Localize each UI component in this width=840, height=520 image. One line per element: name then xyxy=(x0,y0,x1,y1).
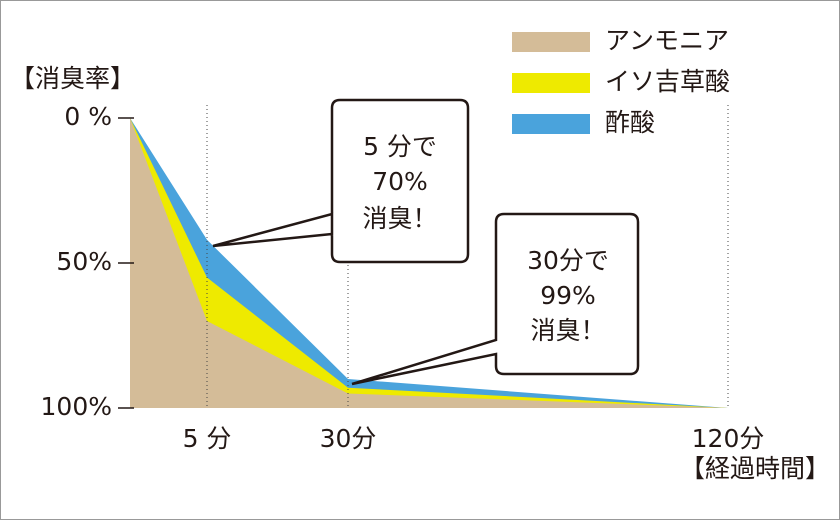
legend-label: アンモニア xyxy=(605,26,729,55)
x-tick-label: 5 分 xyxy=(183,424,232,453)
x-tick-label: 120分 xyxy=(692,424,765,453)
legend-swatch xyxy=(512,73,590,93)
legend-label: イソ吉草酸 xyxy=(605,67,730,96)
legend-swatch xyxy=(512,32,590,52)
callout-box xyxy=(351,212,640,386)
area xyxy=(130,118,728,408)
x-axis-label: 【経過時間】 xyxy=(680,454,830,483)
y-tick-label: 50% xyxy=(56,247,112,276)
callout-box xyxy=(212,98,470,264)
legend-label: 酢酸 xyxy=(605,108,655,137)
y-axis-label: 【消臭率】 xyxy=(10,64,135,93)
callout-text: 消臭！ xyxy=(530,316,605,345)
callout-text: 30分で xyxy=(527,246,609,275)
x-tick-label: 30分 xyxy=(320,424,377,453)
y-tick-label: 100% xyxy=(41,392,112,421)
y-tick-label: 0 % xyxy=(64,102,112,131)
callout-text: 70% xyxy=(372,167,428,196)
callout-text: 消臭！ xyxy=(362,204,437,233)
area xyxy=(130,118,728,408)
plot: 5 分 30分 120分 0 % 50% 100% xyxy=(41,102,765,453)
callouts: 5 分で 70% 消臭！ 30分で 99% 消臭！ xyxy=(212,98,640,386)
legend-swatch xyxy=(512,114,590,134)
callout-text: 5 分で xyxy=(363,132,437,161)
callout-text: 99% xyxy=(540,281,596,310)
